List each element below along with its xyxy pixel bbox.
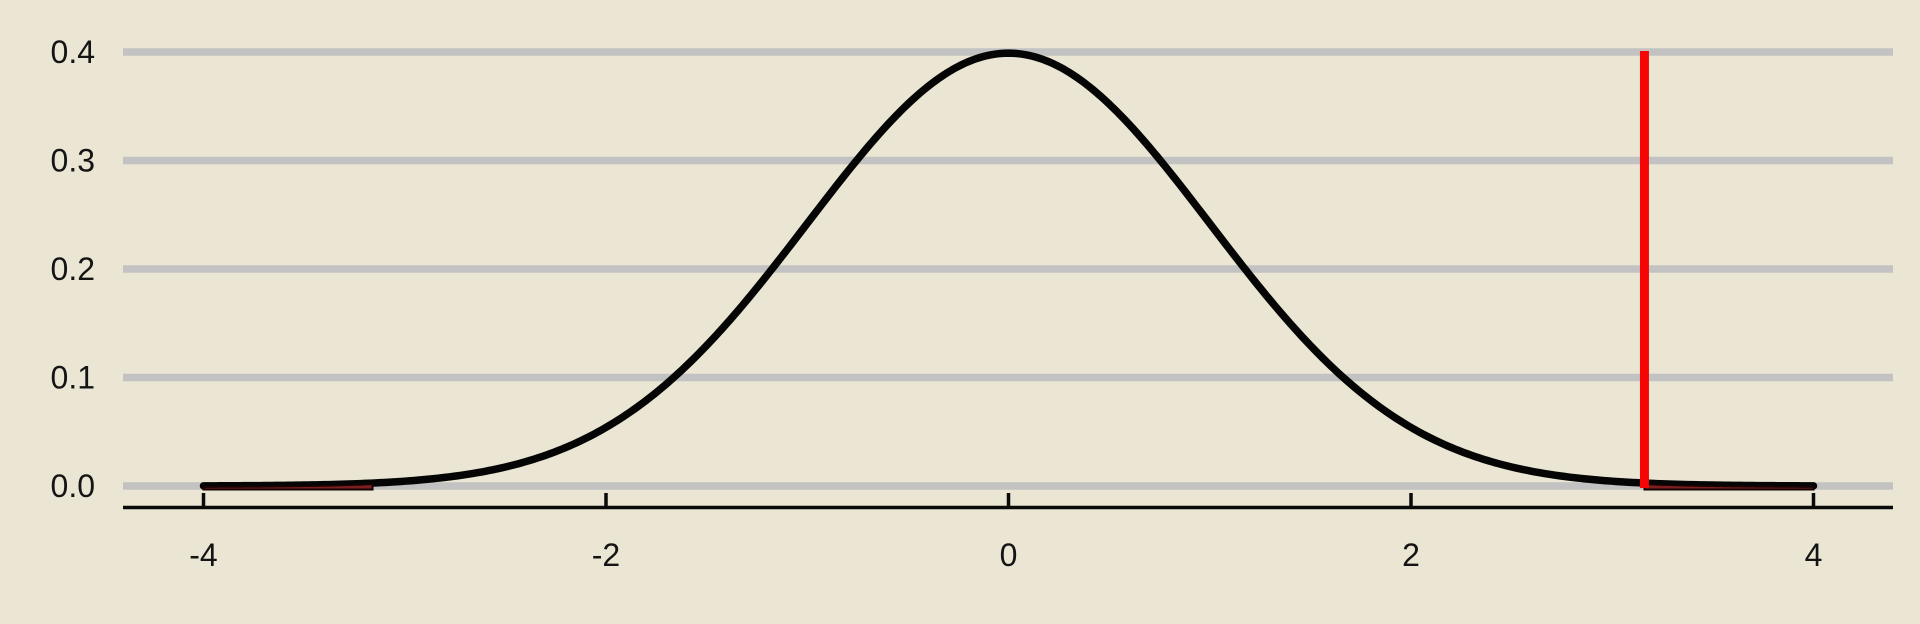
x-tick-label: -2: [592, 537, 620, 573]
x-tick-label: 4: [1805, 537, 1823, 573]
x-tick-label: 0: [1000, 537, 1018, 573]
y-tick-label: 0.2: [51, 251, 95, 287]
y-tick-label: 0.1: [51, 360, 95, 396]
p-value-tail-shade: [202, 483, 374, 491]
x-tick-label: 2: [1402, 537, 1420, 573]
y-tick-label: 0.4: [51, 34, 95, 70]
x-tick-label: -4: [189, 537, 217, 573]
y-tick-label: 0.3: [51, 143, 95, 179]
p-value-tail-shade: [1643, 483, 1815, 491]
density-curve: [199, 49, 1818, 490]
y-tick-label: 0.0: [51, 468, 95, 504]
